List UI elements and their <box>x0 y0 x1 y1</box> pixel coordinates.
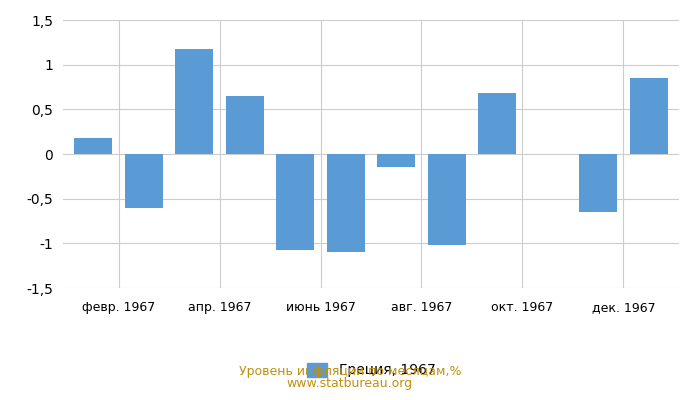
Bar <box>226 96 264 154</box>
Bar <box>276 154 314 250</box>
Bar <box>428 154 466 245</box>
Bar <box>125 154 162 208</box>
Bar <box>327 154 365 252</box>
Legend: Греция, 1967: Греция, 1967 <box>301 357 441 383</box>
Text: Уровень инфляции по месяцам,%: Уровень инфляции по месяцам,% <box>239 366 461 378</box>
Text: www.statbureau.org: www.statbureau.org <box>287 378 413 390</box>
Bar <box>630 78 668 154</box>
Bar <box>377 154 415 166</box>
Bar <box>74 138 112 154</box>
Bar <box>580 154 617 212</box>
Bar <box>175 50 214 154</box>
Bar <box>478 93 516 154</box>
